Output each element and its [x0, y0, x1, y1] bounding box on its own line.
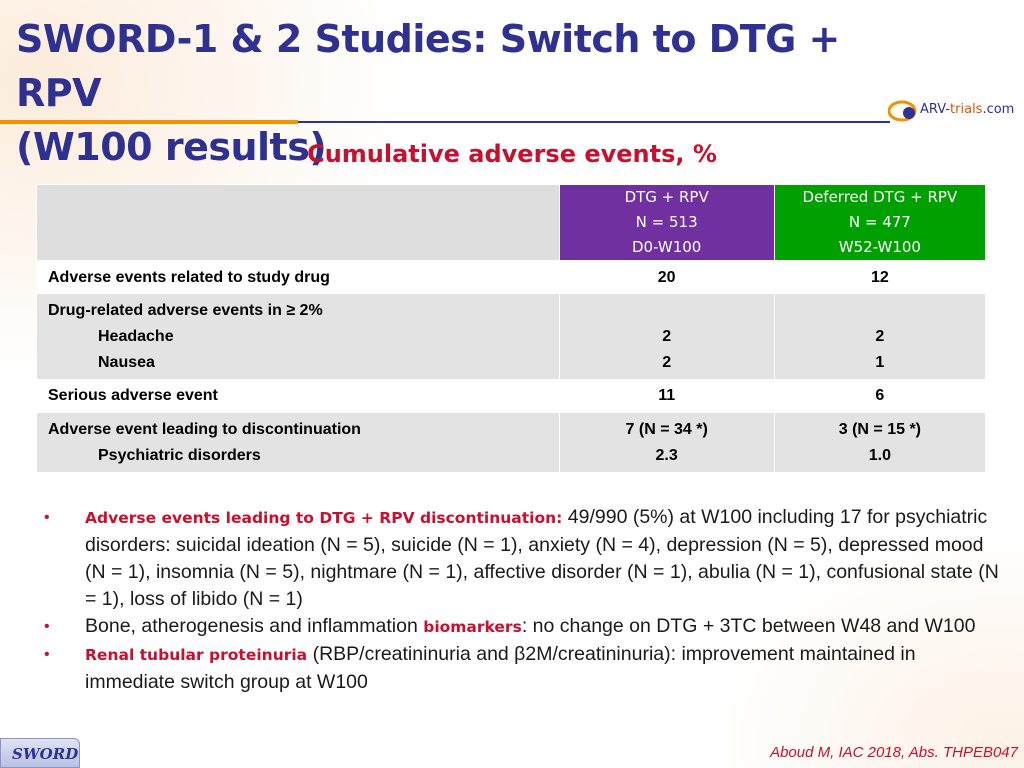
header-dtg-rpv: DTG + RPV N = 513 D0-W100: [558, 184, 775, 261]
sword-badge: SWORD: [0, 738, 80, 768]
header-deferred-dtg-rpv: Deferred DTG + RPV N = 477 W52-W100: [773, 184, 987, 261]
row-value: 6: [773, 379, 987, 413]
table-row: Adverse events related to study drug 20 …: [36, 260, 987, 294]
bullet-dot-icon: •: [44, 509, 50, 526]
row-value: 2 1: [773, 293, 987, 380]
row-value: 3 (N = 15 *) 1.0: [773, 412, 987, 473]
table-row: Adverse event leading to discontinuation…: [36, 412, 987, 473]
row-label: Serious adverse event: [36, 379, 560, 413]
header-empty-cell: [36, 184, 560, 261]
bullet-item: • Adverse events leading to DTG + RPV di…: [44, 506, 999, 610]
row-value: 2 2: [558, 293, 775, 380]
slide-title: SWORD-1 & 2 Studies: Switch to DTG + RPV…: [16, 17, 840, 169]
table-subtitle: Cumulative adverse events, %: [307, 140, 717, 168]
row-value: 7 (N = 34 *) 2.3: [558, 412, 775, 473]
row-value: 20: [558, 260, 775, 294]
citation: Aboud M, IAC 2018, Abs. THPEB047: [770, 744, 1018, 761]
title-rule-blue: [298, 121, 890, 123]
table-header-row: DTG + RPV N = 513 D0-W100 Deferred DTG +…: [36, 184, 987, 261]
table-row: Drug-related adverse events in ≥ 2% Head…: [36, 293, 987, 380]
row-label: Adverse event leading to discontinuation…: [36, 412, 560, 473]
logo-text: ARV-trials.com: [920, 102, 1015, 117]
bullet-dot-icon: •: [44, 618, 50, 635]
bullet-item: • Bone, atherogenesis and inflammation b…: [44, 613, 1004, 641]
table-row: Serious adverse event 11 6: [36, 379, 987, 413]
adverse-events-table: DTG + RPV N = 513 D0-W100 Deferred DTG +…: [36, 184, 987, 473]
row-label: Adverse events related to study drug: [36, 260, 560, 294]
logo-mark-icon: [888, 100, 917, 122]
bullet-dot-icon: •: [44, 646, 50, 663]
bullet-item: • Renal tubular proteinuria (RBP/creatin…: [44, 643, 916, 693]
row-label: Drug-related adverse events in ≥ 2% Head…: [36, 293, 560, 380]
title-rule-orange: [0, 120, 298, 124]
bullet-list: • Adverse events leading to DTG + RPV di…: [44, 504, 1004, 696]
row-value: 12: [773, 260, 987, 294]
row-value: 11: [558, 379, 775, 413]
arv-trials-logo: ARV-trials.com: [888, 98, 1018, 126]
